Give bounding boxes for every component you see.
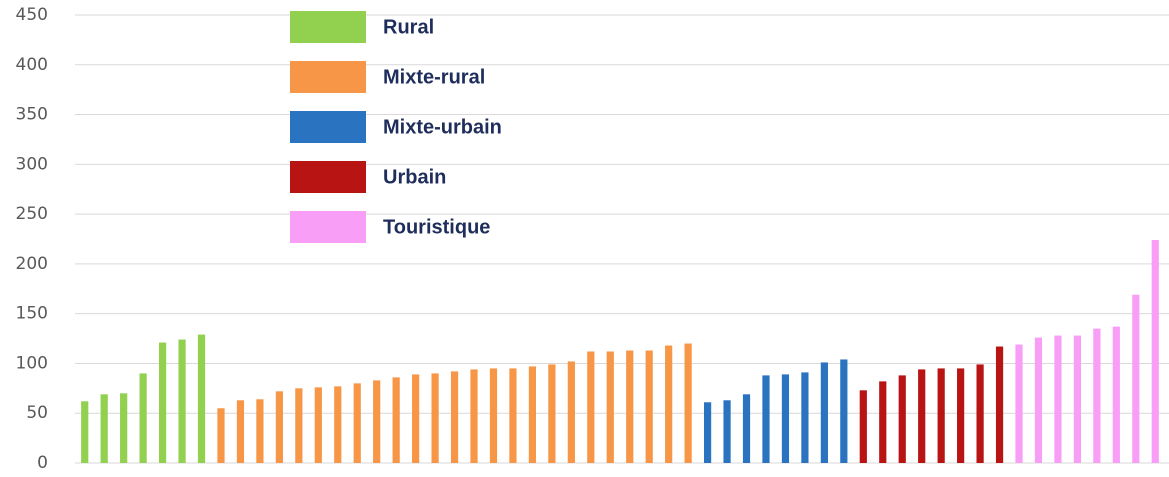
bar: [548, 364, 556, 463]
bar: [450, 371, 459, 463]
bar: [373, 380, 381, 463]
bar: [178, 339, 186, 463]
bar: [937, 368, 945, 463]
bar: [334, 386, 342, 463]
bar: [645, 350, 653, 463]
bar: [158, 342, 167, 463]
bar: [139, 373, 147, 463]
legend-label: Urbain: [383, 166, 446, 188]
bar: [100, 394, 108, 463]
bar: [820, 362, 828, 463]
bar: [1132, 294, 1140, 463]
bar: [236, 400, 245, 463]
y-tick-label: 300: [16, 154, 48, 174]
bar: [470, 369, 478, 463]
bar: [840, 359, 848, 463]
y-tick-label: 350: [16, 105, 48, 125]
bar: [256, 399, 264, 463]
bar: [412, 374, 420, 463]
bar: [81, 401, 89, 463]
legend-swatch: [290, 211, 366, 243]
y-tick-label: 450: [16, 5, 48, 25]
bar: [392, 377, 400, 463]
y-tick-label: 150: [16, 304, 48, 324]
bar: [509, 368, 517, 463]
bar: [489, 368, 498, 463]
bar: [918, 369, 926, 463]
legend-label: Mixte-rural: [383, 66, 485, 88]
legend-label: Mixte-urbain: [383, 116, 502, 138]
y-tick-label: 0: [37, 453, 48, 473]
y-tick-label: 200: [16, 254, 48, 274]
bar: [723, 400, 731, 463]
legend-label: Rural: [383, 16, 434, 38]
y-tick-label: 250: [16, 204, 48, 224]
bar: [742, 394, 751, 463]
legend-swatch: [290, 161, 366, 193]
bar: [295, 388, 303, 463]
bar: [217, 408, 225, 463]
bar: [781, 374, 790, 463]
bar: [879, 381, 887, 463]
bar: [1112, 326, 1120, 463]
bar: [898, 375, 906, 463]
bar: [1015, 344, 1023, 463]
bar: [1073, 335, 1082, 463]
bar: [703, 402, 712, 463]
bar: [528, 366, 537, 463]
bar: [567, 361, 575, 463]
bar: [353, 383, 361, 463]
bar: [995, 346, 1004, 463]
bar: [684, 343, 692, 463]
bar: [197, 334, 206, 463]
bar: [1151, 239, 1159, 463]
bar: [275, 391, 283, 463]
legend-swatch: [290, 11, 366, 43]
bar: [859, 390, 867, 463]
bar: [1034, 337, 1043, 463]
bar: [1054, 335, 1062, 463]
y-tick-label: 400: [16, 55, 48, 75]
legend-label: Touristique: [383, 216, 490, 238]
bar: [431, 373, 439, 463]
legend-swatch: [290, 61, 366, 93]
bar: [626, 350, 634, 463]
bar: [957, 368, 965, 463]
y-tick-label: 100: [16, 353, 48, 373]
legend-swatch: [290, 111, 366, 143]
bar: [314, 387, 322, 463]
bar: [976, 364, 984, 463]
bar: [801, 372, 809, 463]
y-tick-label: 50: [26, 403, 48, 423]
bar: [665, 345, 673, 463]
bar: [587, 351, 595, 463]
bar: [606, 351, 614, 463]
bar: [120, 393, 128, 463]
bar: [1093, 328, 1101, 463]
bar: [762, 375, 770, 463]
